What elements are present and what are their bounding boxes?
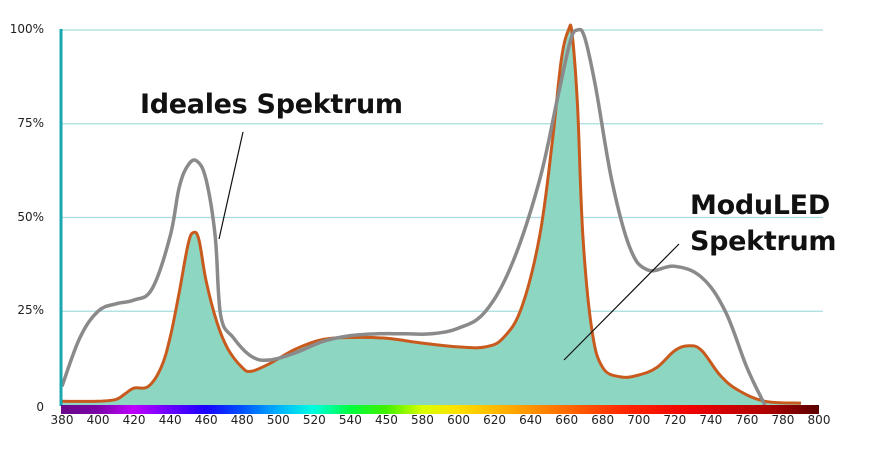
- y-tick-label: 25%: [17, 303, 44, 318]
- moduled-spectrum-line: [61, 23, 802, 405]
- wavelength-color-bar: [61, 405, 819, 414]
- y-tick-label: 50%: [17, 209, 44, 224]
- x-tick-label: 800: [807, 413, 831, 427]
- x-tick-label: 740: [699, 413, 723, 427]
- ideal-leader-line: [218, 131, 244, 240]
- x-tick-label: 400: [86, 413, 110, 427]
- x-tick-label: 420: [122, 413, 146, 427]
- x-tick-label: 720: [663, 413, 687, 427]
- x-tick-label: 440: [158, 413, 182, 427]
- ideal-spectrum-label: Ideales Spektrum: [140, 89, 403, 120]
- x-tick-label: 450: [374, 413, 398, 427]
- x-tick-label: 380: [50, 413, 74, 427]
- y-tick-label: 100%: [9, 22, 44, 36]
- y-tick-label: 75%: [17, 115, 44, 130]
- moduled-leader-line: [563, 243, 680, 361]
- x-tick-label: 600: [447, 413, 470, 427]
- moduled-label-line2: Spektrum: [690, 226, 837, 257]
- gridlines: [62, 29, 823, 312]
- x-tick-label: 680: [591, 413, 615, 427]
- x-tick-label: 660: [555, 413, 579, 427]
- x-tick-label: 500: [266, 413, 290, 427]
- moduled-label-line1: ModuLED: [690, 190, 830, 221]
- x-tick-label: 460: [194, 413, 218, 427]
- x-tick-label: 620: [483, 413, 507, 427]
- x-tick-label: 760: [735, 413, 759, 427]
- ideal-spectrum-line: [60, 27, 767, 406]
- x-tick-label: 540: [338, 413, 362, 427]
- x-tick-label: 520: [302, 413, 326, 427]
- x-tick-label: 640: [519, 413, 543, 427]
- x-tick-label: 700: [627, 413, 651, 427]
- moduled-spectrum-label: ModuLED Spektrum: [690, 188, 837, 260]
- x-tick-label: 780: [771, 413, 795, 427]
- x-tick-label: 580: [411, 413, 434, 427]
- x-tick-label: 480: [230, 413, 254, 427]
- y-tick-label: 0: [36, 400, 44, 414]
